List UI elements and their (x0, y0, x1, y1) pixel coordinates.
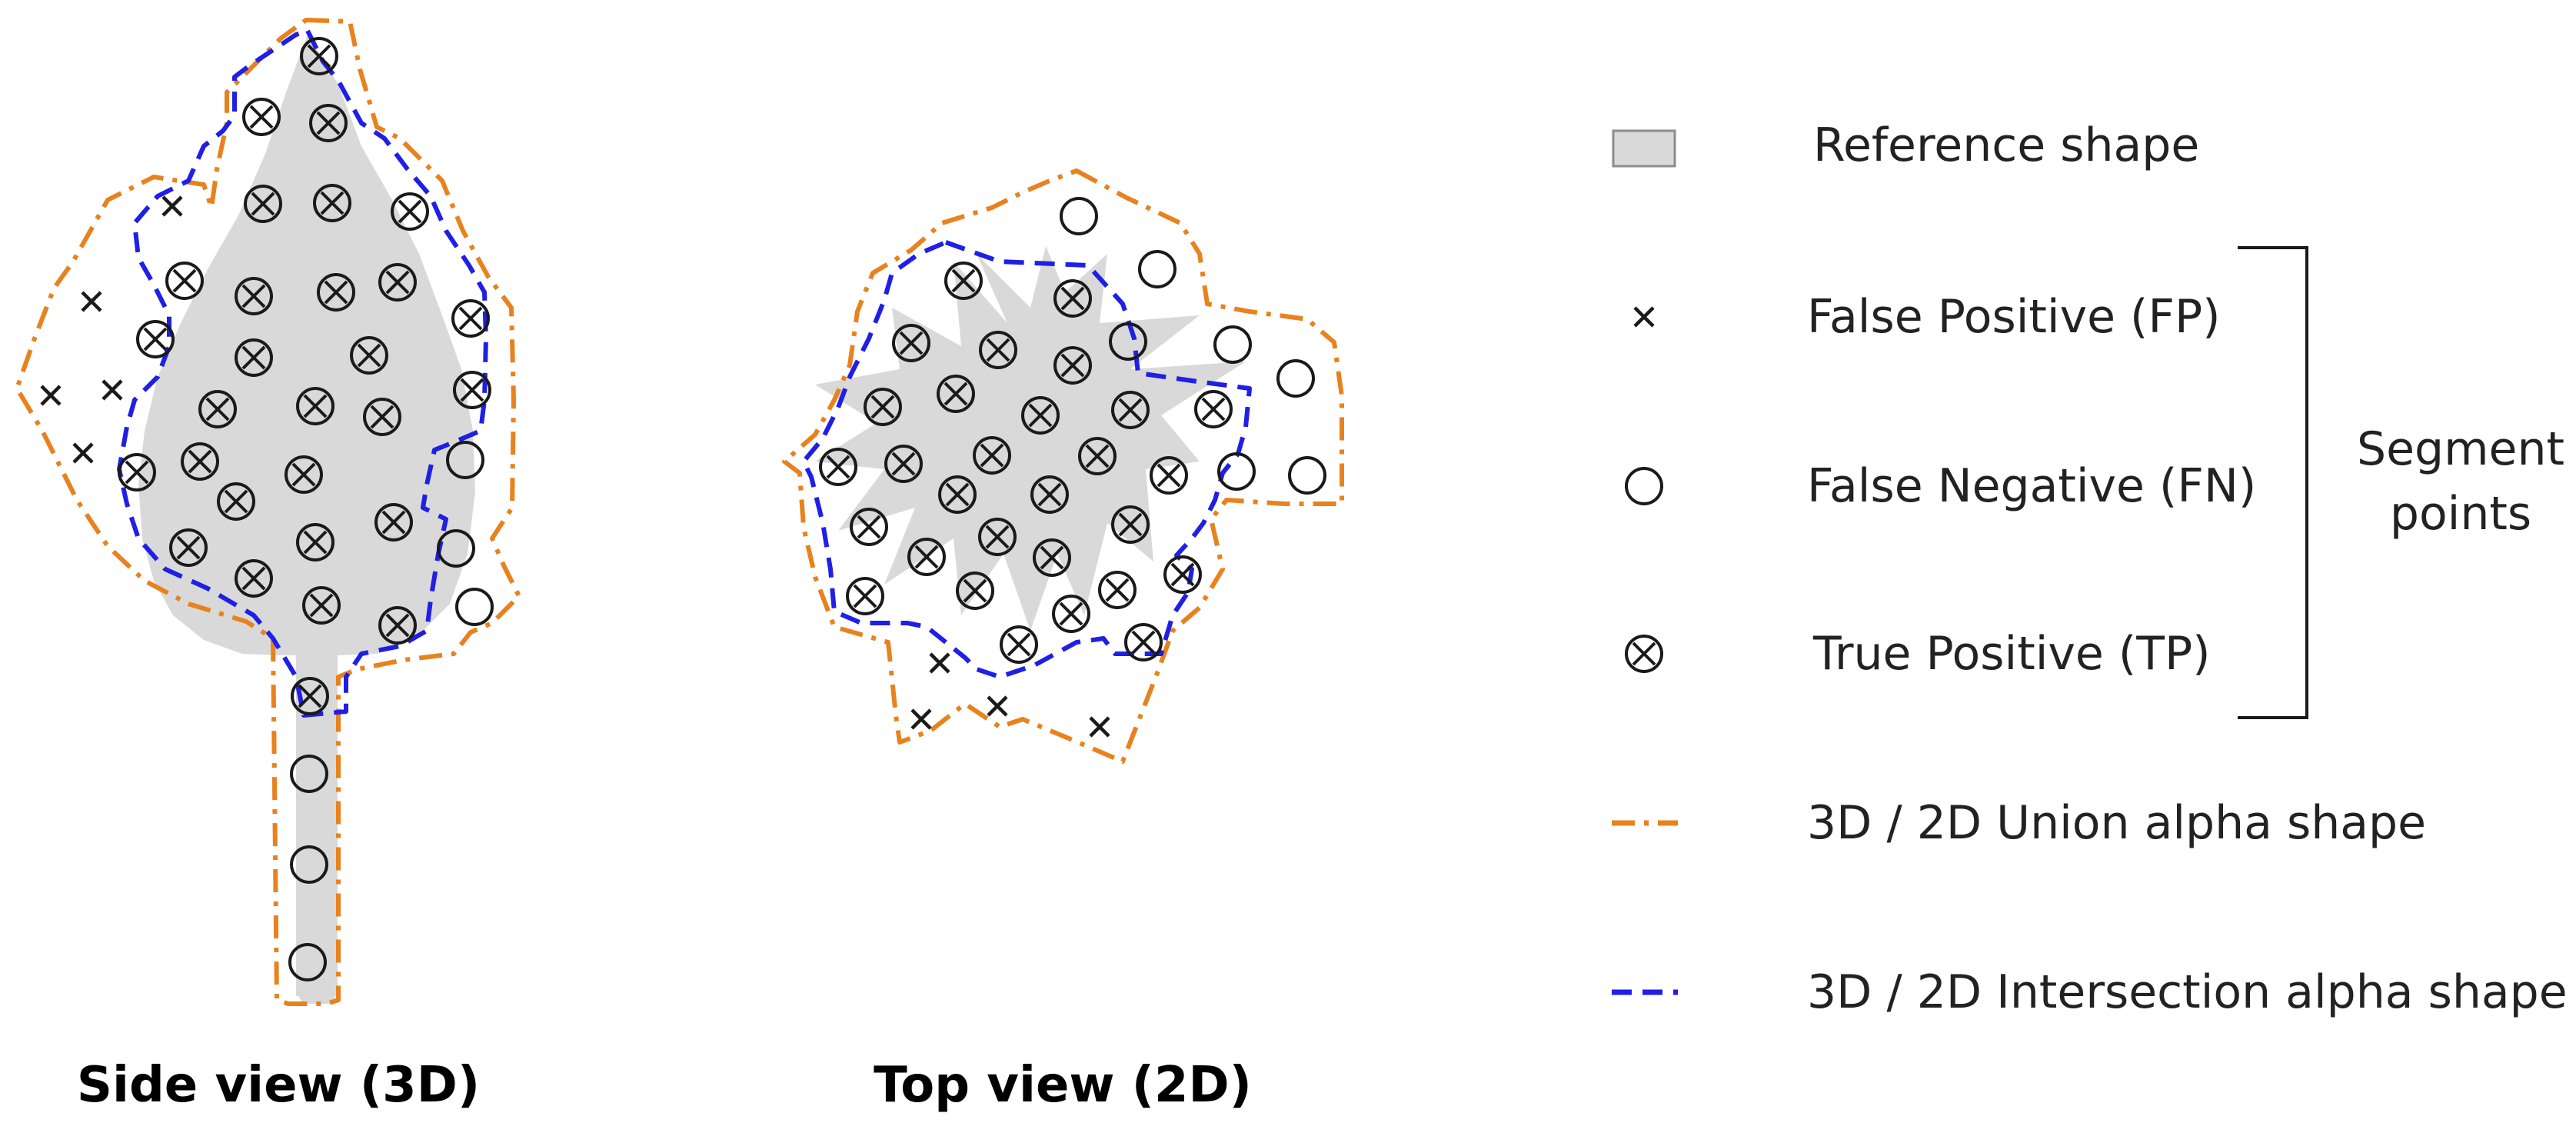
legend-label-intersection-shape: 3D / 2D Intersection alpha shape (1807, 965, 2568, 1019)
fp-point (988, 697, 1007, 715)
legend-item-false-negative: False Negative (FN) (1625, 459, 2256, 513)
tp-point (1052, 595, 1090, 633)
legend-item-true-positive: True Positive (TP) (1625, 627, 2211, 681)
tp-point (451, 299, 490, 338)
top-view-union-shape (782, 168, 1344, 764)
bracket-line (2238, 246, 2308, 719)
legend-item-reference-shape: Reference shape (1612, 118, 2199, 172)
bracket-label-segment: Segment (2357, 422, 2564, 476)
tp-point (242, 98, 281, 136)
segment-points-bracket: Segment points (2238, 246, 2564, 719)
tp-point (846, 577, 884, 615)
fp-point (1090, 718, 1109, 736)
tp-point (136, 320, 175, 358)
legend-label-reference-shape: Reference shape (1813, 118, 2199, 172)
true-positive-symbol (1625, 635, 1663, 673)
legend-label-false-positive: False Positive (FP) (1807, 290, 2221, 344)
fn-point (1138, 250, 1177, 288)
fn-point (1213, 325, 1252, 364)
fn-point (1288, 456, 1326, 495)
legend-label-false-negative: False Negative (FN) (1807, 459, 2256, 513)
top-view-panel: Top view (2D) (782, 168, 1344, 1114)
false-positive-symbol (1635, 308, 1653, 326)
reference-shape-swatch (1612, 129, 1676, 168)
fp-point (912, 710, 930, 728)
tp-point (1098, 571, 1137, 609)
legend-item-false-positive: False Positive (FP) (1635, 290, 2221, 344)
bracket-label-points: points (2390, 487, 2531, 541)
fn-point (455, 588, 494, 626)
legend: Reference shape False Positive (FP) Fals… (1612, 118, 2568, 1019)
tp-point (1124, 623, 1163, 661)
fp-point (74, 444, 92, 462)
fp-point (163, 197, 181, 215)
fp-point (930, 654, 949, 672)
tp-point (1163, 555, 1202, 594)
fp-point (103, 381, 121, 399)
legend-item-union-shape: 3D / 2D Union alpha shape (1612, 796, 2426, 850)
side-view-title: Side view (3D) (77, 1057, 480, 1114)
side-view-panel: Side view (3D) (15, 18, 521, 1114)
side-view-reference-shape (138, 35, 475, 1004)
tp-point (1000, 625, 1038, 664)
false-negative-symbol (1625, 467, 1663, 505)
top-view-reference-shape (815, 246, 1246, 631)
fp-point (42, 386, 60, 405)
tp-point (1194, 390, 1233, 428)
legend-item-intersection-shape: 3D / 2D Intersection alpha shape (1612, 965, 2568, 1019)
fp-point (82, 292, 101, 311)
legend-label-union-shape: 3D / 2D Union alpha shape (1807, 796, 2426, 850)
fn-point (1276, 359, 1315, 398)
top-view-title: Top view (2D) (874, 1057, 1252, 1114)
tp-point (165, 262, 204, 300)
legend-label-true-positive: True Positive (TP) (1812, 627, 2211, 681)
side-view-intersection-shape (117, 28, 488, 718)
fn-point (1060, 197, 1098, 235)
